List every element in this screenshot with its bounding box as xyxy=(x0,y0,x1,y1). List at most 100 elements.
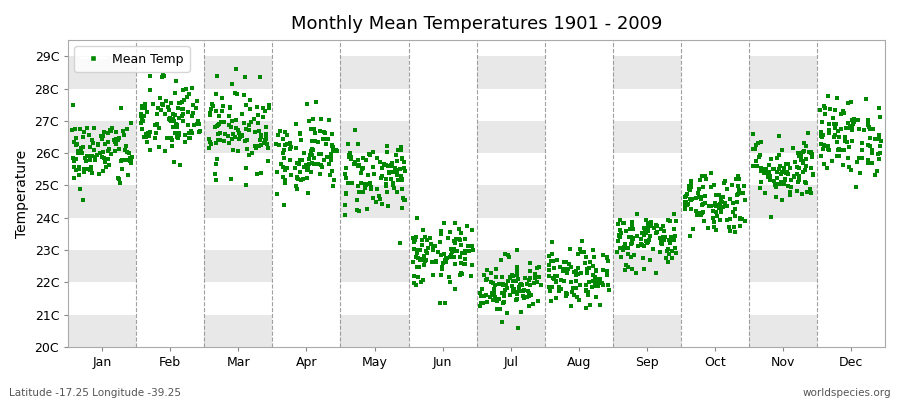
Point xyxy=(860,142,875,149)
Point xyxy=(559,290,573,296)
Point xyxy=(732,187,746,193)
Point xyxy=(684,184,698,190)
Point xyxy=(446,248,460,255)
Point xyxy=(210,156,224,162)
Point xyxy=(202,135,216,142)
Point xyxy=(105,125,120,132)
Point xyxy=(798,179,813,186)
Point xyxy=(573,270,588,276)
Point xyxy=(484,279,499,285)
Point xyxy=(662,218,677,224)
Point xyxy=(855,140,869,146)
Point xyxy=(625,219,639,225)
Point xyxy=(345,180,359,186)
Point xyxy=(397,165,411,171)
Point xyxy=(123,160,138,166)
Point xyxy=(869,168,884,175)
Point xyxy=(224,176,238,182)
Point xyxy=(163,117,177,124)
Point xyxy=(410,234,424,240)
Point xyxy=(804,149,818,156)
Point xyxy=(166,124,180,130)
Point xyxy=(622,234,636,240)
Point xyxy=(473,303,488,309)
Point xyxy=(465,261,480,268)
Bar xyxy=(680,40,749,347)
Point xyxy=(770,174,785,181)
Point xyxy=(715,194,729,200)
Point xyxy=(394,204,409,211)
Point xyxy=(733,223,747,229)
Point xyxy=(694,194,708,200)
Point xyxy=(443,229,457,236)
Point xyxy=(352,162,366,168)
Bar xyxy=(136,40,204,347)
Point xyxy=(70,140,85,147)
Point xyxy=(413,256,428,263)
Point xyxy=(545,239,560,245)
Point xyxy=(363,152,377,158)
Point xyxy=(851,117,866,123)
Point xyxy=(212,137,227,143)
Point xyxy=(625,240,639,246)
Point xyxy=(143,147,157,154)
Point xyxy=(82,167,96,173)
Point xyxy=(855,147,869,153)
Point xyxy=(487,288,501,294)
Point xyxy=(527,280,542,286)
Point xyxy=(213,118,228,125)
Point xyxy=(794,157,808,163)
Y-axis label: Temperature: Temperature xyxy=(15,150,29,238)
Point xyxy=(461,243,475,249)
Point xyxy=(326,148,340,154)
Point xyxy=(254,142,268,148)
Point xyxy=(596,252,610,258)
Point xyxy=(844,167,859,174)
Point xyxy=(625,266,639,272)
Point xyxy=(681,200,696,207)
Point xyxy=(73,126,87,132)
Point xyxy=(523,275,537,282)
Point xyxy=(874,138,888,144)
Point xyxy=(242,122,256,128)
Point xyxy=(701,203,716,210)
Point xyxy=(642,237,656,243)
Text: Latitude -17.25 Longitude -39.25: Latitude -17.25 Longitude -39.25 xyxy=(9,388,181,398)
Point xyxy=(382,203,396,210)
Point xyxy=(792,150,806,156)
Point xyxy=(814,141,829,147)
Point xyxy=(167,112,182,118)
Point xyxy=(643,256,657,263)
Point xyxy=(523,268,537,275)
Point xyxy=(344,156,358,162)
Point xyxy=(498,251,512,258)
Point xyxy=(339,165,354,171)
Point xyxy=(391,177,405,183)
Point xyxy=(560,291,574,298)
Point xyxy=(410,247,425,254)
Point xyxy=(305,146,320,152)
Point xyxy=(847,116,861,122)
Point xyxy=(509,278,524,284)
Point xyxy=(292,157,307,164)
Point xyxy=(392,240,407,246)
Point xyxy=(367,171,382,178)
Point xyxy=(74,144,88,151)
Point xyxy=(277,146,292,153)
Point xyxy=(820,165,834,171)
Point xyxy=(814,130,828,136)
Point xyxy=(341,141,356,148)
Point xyxy=(322,117,337,124)
Point xyxy=(77,155,92,162)
Point xyxy=(81,166,95,172)
Point xyxy=(385,163,400,169)
Point xyxy=(644,233,658,239)
Point xyxy=(155,74,169,80)
Point xyxy=(98,141,112,147)
Point xyxy=(139,134,153,140)
Point xyxy=(407,280,421,287)
Point xyxy=(565,288,580,295)
Point xyxy=(442,274,456,281)
Point xyxy=(112,134,126,141)
Point xyxy=(476,293,491,300)
